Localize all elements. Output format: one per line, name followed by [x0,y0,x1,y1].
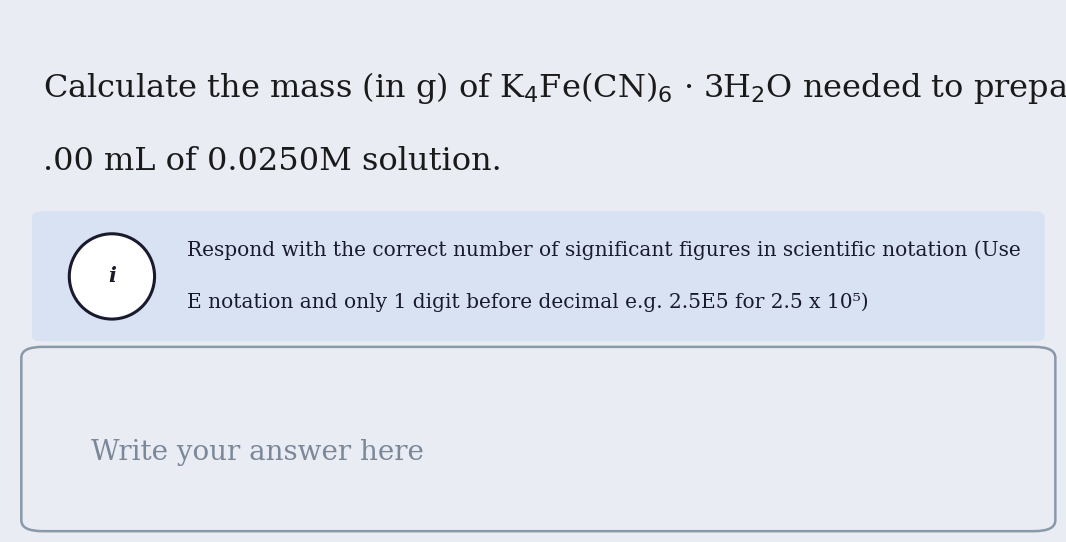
Text: E notation and only 1 digit before decimal e.g. 2.5E5 for 2.5 x 10⁵): E notation and only 1 digit before decim… [187,293,868,313]
Text: Calculate the mass (in g) of K$_4$Fe(CN)$_6$ · 3H$_2$O needed to prepare 100: Calculate the mass (in g) of K$_4$Fe(CN)… [43,70,1066,106]
FancyBboxPatch shape [32,211,1045,341]
Ellipse shape [69,234,155,319]
Text: Write your answer here: Write your answer here [91,438,423,466]
Text: Respond with the correct number of significant figures in scientific notation (U: Respond with the correct number of signi… [187,240,1020,260]
Text: i: i [108,267,116,286]
FancyBboxPatch shape [21,347,1055,531]
Text: .00 mL of 0.0250M solution.: .00 mL of 0.0250M solution. [43,146,501,177]
